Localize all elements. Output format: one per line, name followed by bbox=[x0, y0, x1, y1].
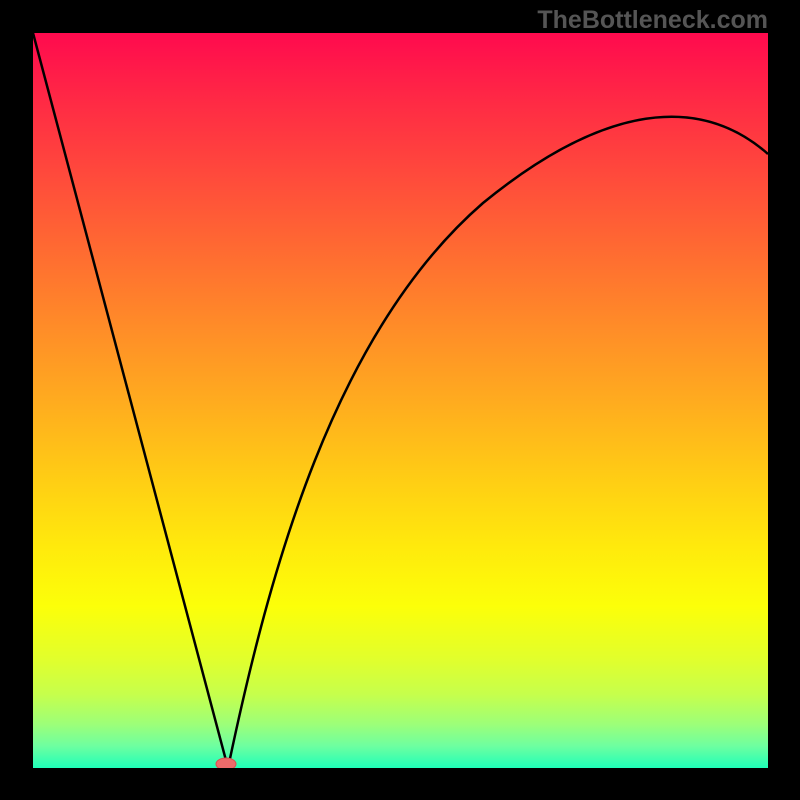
vertex-marker bbox=[216, 758, 236, 768]
curve-layer bbox=[33, 33, 768, 768]
curve-right-leg bbox=[228, 117, 768, 768]
watermark-text: TheBottleneck.com bbox=[537, 6, 768, 35]
chart-container: TheBottleneck.com bbox=[0, 0, 800, 800]
plot-area bbox=[33, 33, 768, 768]
curve-left-leg bbox=[33, 33, 228, 768]
